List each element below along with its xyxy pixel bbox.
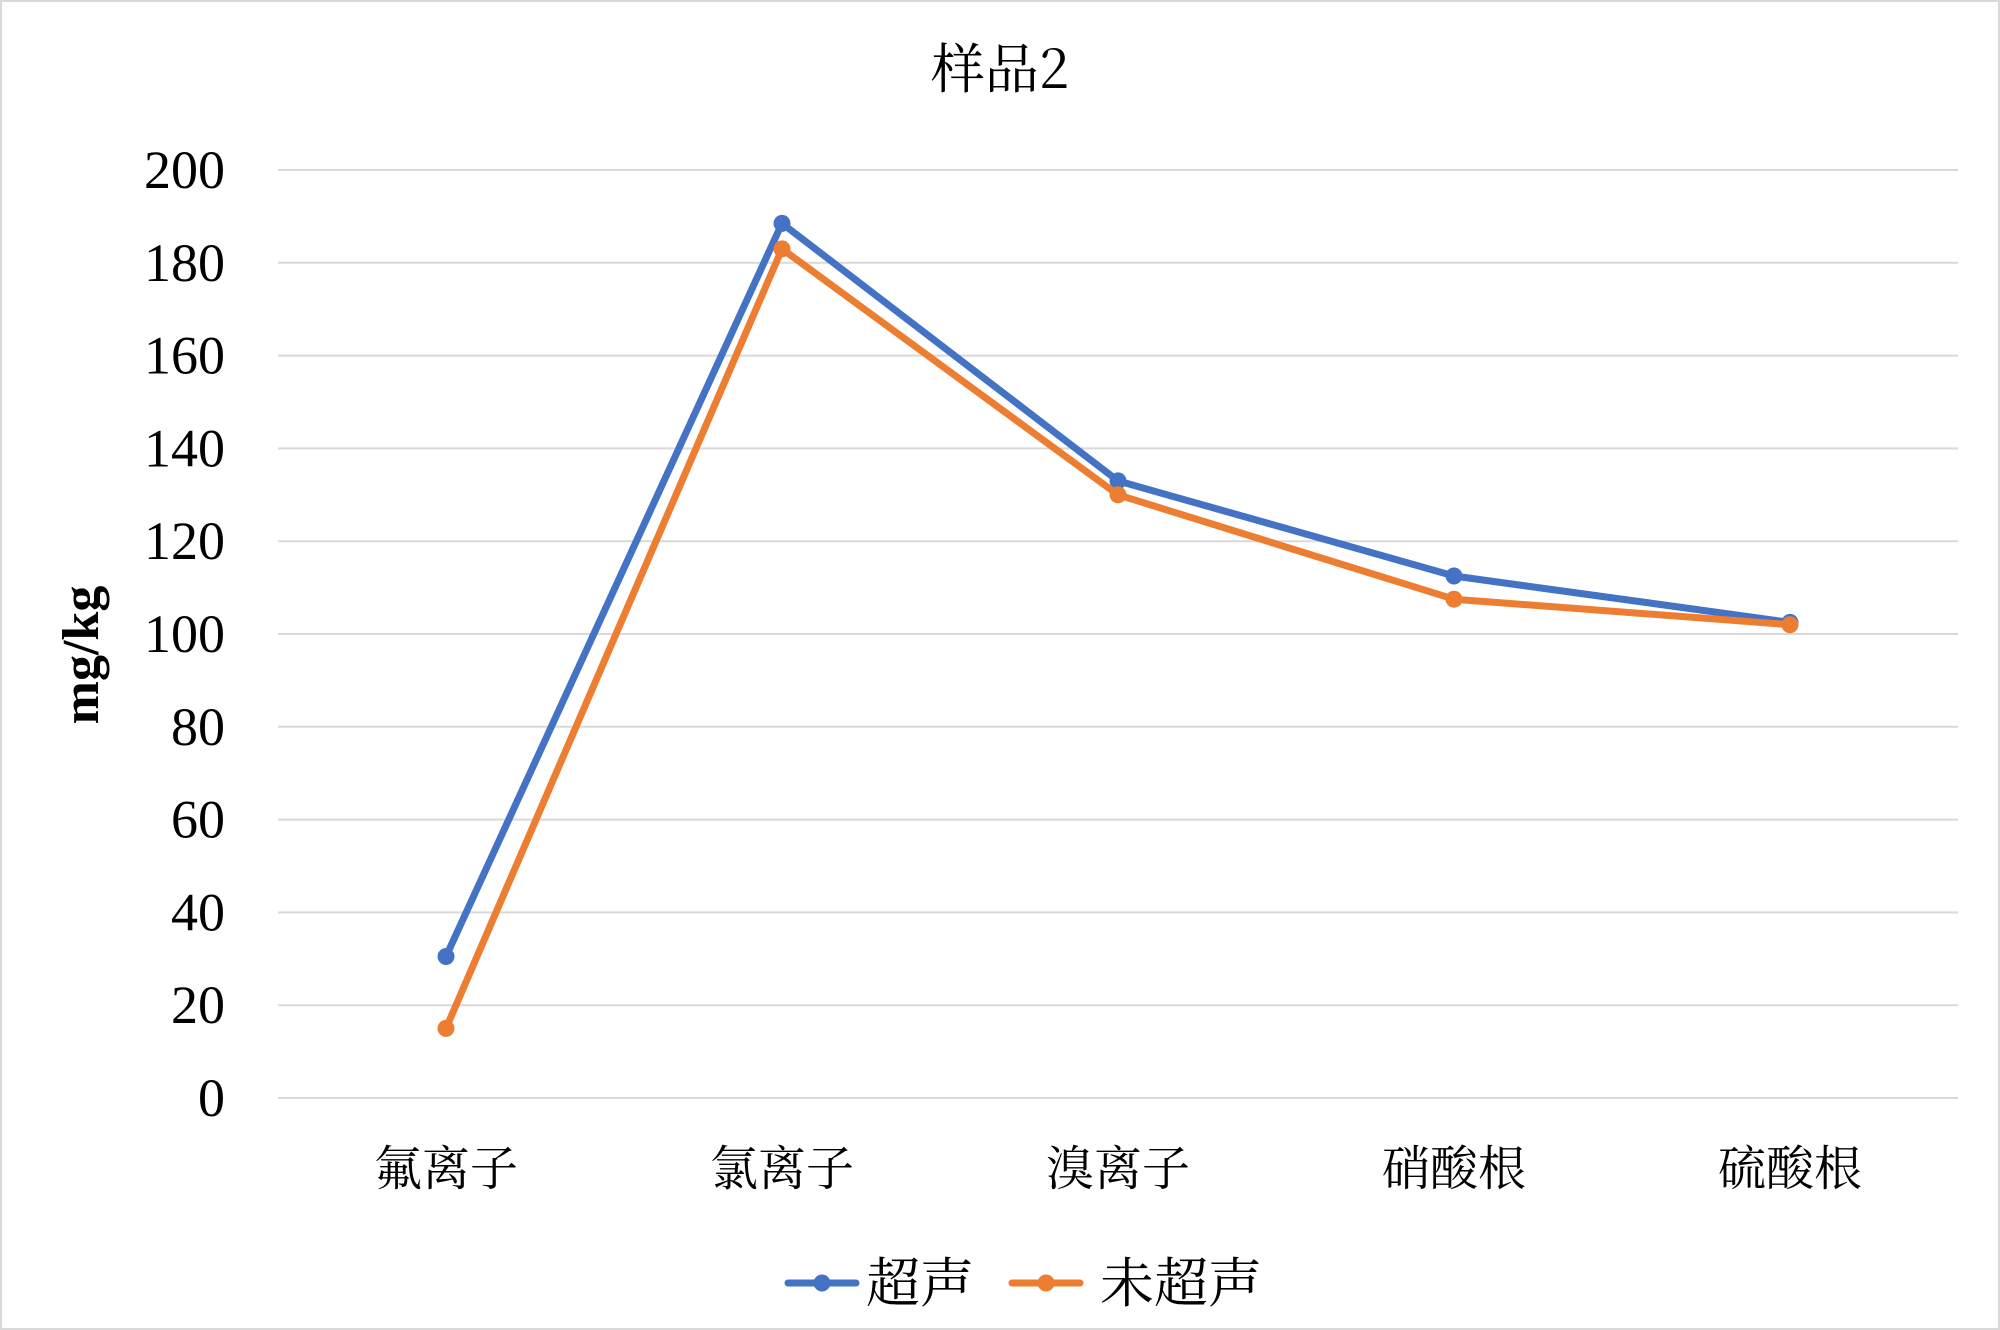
- x-tick-label: 氟离子: [374, 1130, 518, 1199]
- series-lines: [437, 214, 1799, 1037]
- series-1: [437, 214, 1799, 965]
- legend-marker: [813, 1274, 831, 1292]
- data-point: [1109, 486, 1127, 504]
- y-tick-label: 80: [171, 697, 225, 757]
- chart-title: 样品2: [931, 27, 1069, 104]
- data-point: [437, 1019, 455, 1037]
- data-point: [1445, 567, 1463, 585]
- x-tick-label: 硫酸根: [1718, 1130, 1862, 1199]
- series-line: [442, 219, 1794, 960]
- data-point: [1109, 472, 1127, 490]
- legend: 超声 未超声: [784, 1241, 1262, 1318]
- y-tick-label: 0: [198, 1068, 225, 1128]
- y-tick-label: 20: [171, 975, 225, 1035]
- data-point: [1445, 590, 1463, 608]
- legend-label: 未超声: [1100, 1241, 1262, 1318]
- y-tick-label: 100: [144, 604, 225, 664]
- data-point: [773, 214, 791, 232]
- y-tick-label: 120: [144, 511, 225, 571]
- legend-label: 超声: [866, 1241, 974, 1318]
- data-point: [1781, 616, 1799, 634]
- legend-item: 超声: [784, 1241, 974, 1318]
- data-point: [437, 947, 455, 965]
- gridlines: [278, 169, 1958, 1099]
- x-tick-label: 硝酸根: [1382, 1130, 1526, 1199]
- x-tick-label: 氯离子: [710, 1130, 854, 1199]
- y-tick-label: 60: [171, 790, 225, 850]
- y-tick-label: 180: [144, 233, 225, 293]
- legend-item: 未超声: [1008, 1241, 1262, 1318]
- y-tick-label: 40: [171, 882, 225, 942]
- series-2: [437, 240, 1799, 1037]
- y-tick-label: 140: [144, 418, 225, 478]
- y-tick-labels: 0 20 40 60 80 100 120 140 160 180 200: [144, 140, 225, 1128]
- y-tick-label: 160: [144, 326, 225, 386]
- y-tick-label: 200: [144, 140, 225, 200]
- x-tick-label: 溴离子: [1046, 1130, 1190, 1199]
- y-axis-label: mg/kg: [53, 586, 110, 725]
- legend-marker: [1037, 1274, 1055, 1292]
- x-tick-labels: 氟离子 氯离子 溴离子 硝酸根 硫酸根: [374, 1130, 1862, 1199]
- data-point: [773, 240, 791, 258]
